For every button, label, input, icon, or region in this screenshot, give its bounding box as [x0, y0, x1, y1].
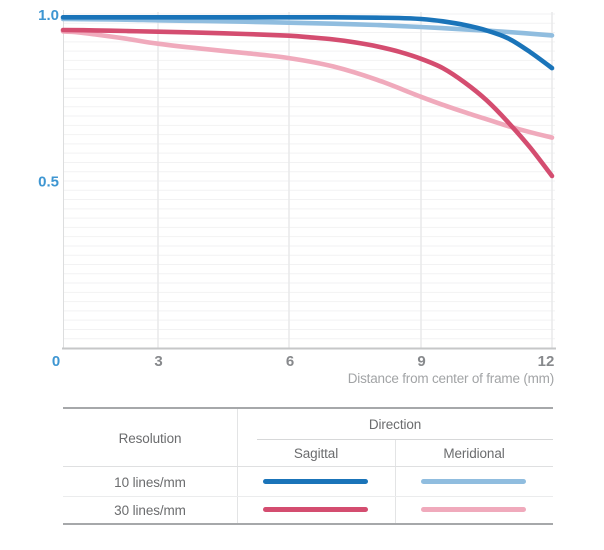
- series-30-sagittal: [60, 27, 555, 179]
- sagittal-header: Sagittal: [293, 446, 339, 461]
- legend-line-30-meridional: [421, 507, 526, 512]
- table-row-divider-2: [63, 496, 553, 497]
- series-30-meridional: [60, 29, 555, 140]
- x-tick-label: 12: [538, 353, 555, 370]
- y-tick-label: 0.5: [38, 174, 59, 191]
- x-tick-label: 6: [286, 353, 294, 370]
- resolution-header: Resolution: [118, 430, 182, 446]
- series-10-meridional: [60, 16, 555, 38]
- table-divider-vertical-2: [395, 440, 396, 523]
- meridional-header: Meridional: [443, 446, 505, 461]
- legend-line-10-sagittal: [263, 479, 368, 484]
- x-tick-label: 0: [52, 353, 60, 370]
- mtf-plot-area: 1.0 0.5 0 3 6 9 12: [38, 7, 556, 370]
- row-label-10-lines: 10 lines/mm: [114, 474, 186, 490]
- x-tick-label: 9: [417, 353, 425, 370]
- legend-line-10-meridional: [421, 479, 526, 484]
- series-10-sagittal: [60, 14, 555, 71]
- row-label-30-lines: 30 lines/mm: [114, 502, 186, 518]
- direction-header: Direction: [368, 417, 422, 432]
- legend-table: Resolution Direction Sagittal Meridional…: [63, 407, 553, 525]
- direction-underline: [257, 439, 553, 440]
- y-tick-label: 1.0: [38, 7, 59, 24]
- table-row-divider-1: [63, 466, 553, 467]
- legend-line-30-sagittal: [263, 507, 368, 512]
- x-tick-label: 3: [154, 353, 162, 370]
- x-axis-title: Distance from center of frame (mm): [347, 371, 554, 386]
